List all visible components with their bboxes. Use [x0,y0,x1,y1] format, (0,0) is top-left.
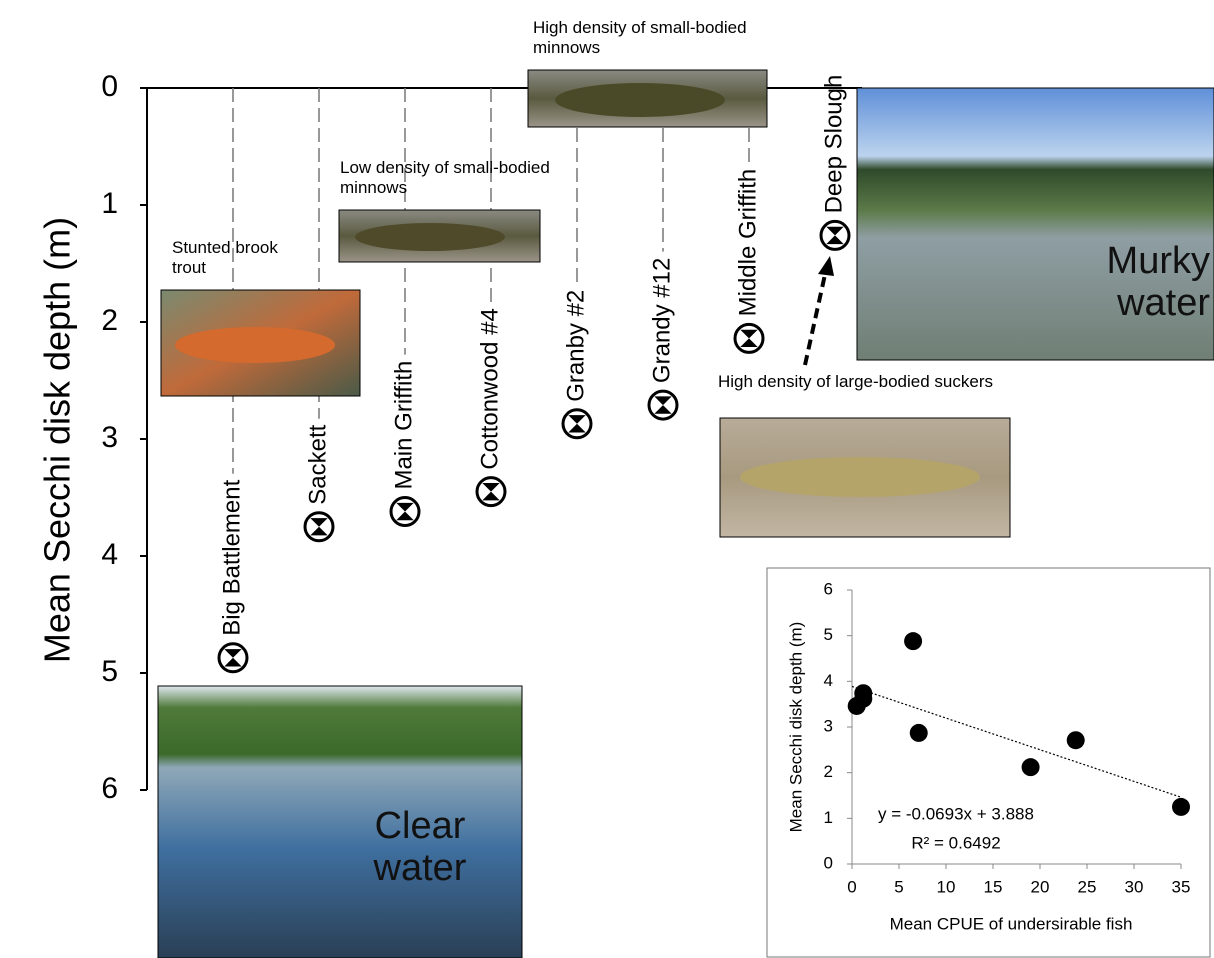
marker [305,513,333,541]
arrow-head [818,256,834,276]
inset-y-tick-label: 3 [824,716,833,735]
y-tick-label: 2 [101,304,118,337]
arrow [805,270,826,365]
point [1172,798,1190,816]
marker [391,498,419,526]
inset-y-tick-label: 0 [824,853,833,872]
fish-shape [555,83,725,117]
annotation: Murky water [1080,240,1210,324]
category-label: Deep Slough [820,75,847,214]
inset-y-tick-label: 1 [824,808,833,827]
marker [821,221,849,249]
inset-x-tick-label: 25 [1078,877,1097,896]
trend-equation: y = -0.0693x + 3.888 [878,804,1034,823]
y-tick-label: 1 [101,187,118,220]
inset-x-tick-label: 0 [847,877,856,896]
point [904,632,922,650]
annotation: Clear water [355,805,485,889]
inset-x-tick-label: 20 [1031,877,1050,896]
y-tick-label: 0 [101,70,118,103]
inset-chart: Mean CPUE of undersirable fish Mean Secc… [767,568,1210,957]
category-label: Main Griffith [390,361,417,490]
point [854,684,872,702]
marker [477,478,505,506]
marker [219,644,247,672]
inset-x-tick-label: 35 [1172,877,1191,896]
annotation: Low density of small-bodied minnows [340,158,550,198]
category-label: Cottonwood #4 [476,308,503,469]
inset-y-tick-label: 6 [824,579,833,598]
r-squared: R² = 0.6492 [911,833,1000,852]
inset-x-title: Mean CPUE of undersirable fish [890,914,1133,933]
y-tick-label: 4 [101,538,118,571]
annotation: High density of large-bodied suckers [718,372,1008,392]
y-tick-label: 6 [101,772,118,805]
annotation: Stunted brook trout [172,238,282,278]
inset-x-tick-label: 15 [984,877,1003,896]
category-label: Middle Griffith [734,169,761,317]
point [910,724,928,742]
inset-y-tick-label: 2 [824,762,833,781]
inset-x-tick-label: 10 [937,877,956,896]
y-tick-label: 5 [101,655,118,688]
fish-shape [175,327,335,363]
fish-shape [355,223,505,251]
category-label: Sackett [304,424,331,504]
marker [649,391,677,419]
figure: Mean Secchi disk depth (m) 0 1 2 3 4 5 6 Big Ba… [0,0,1214,958]
category-label: Granby #2 [562,290,589,402]
point [1022,758,1040,776]
inset-x-tick-label: 5 [894,877,903,896]
category-label: Big Battlement [218,479,245,635]
marker [563,410,591,438]
y-axis-title: Mean Secchi disk depth (m) [37,217,78,663]
inset-y-tick-label: 5 [824,625,833,644]
category-label: Grandy #12 [648,258,675,383]
marker [735,324,763,352]
fish-shape [740,457,980,497]
inset-y-tick-label: 4 [824,671,833,690]
point [1067,731,1085,749]
annotation: High density of small-bodied minnows [533,18,763,58]
inset-y-title: Mean Secchi disk depth (m) [786,622,805,833]
inset-x-tick-label: 30 [1125,877,1144,896]
inset-frame [767,568,1210,957]
page: {"chart_data": [ {"type": "dot", "ylabel… [0,0,1214,958]
y-tick-label: 3 [101,421,118,454]
